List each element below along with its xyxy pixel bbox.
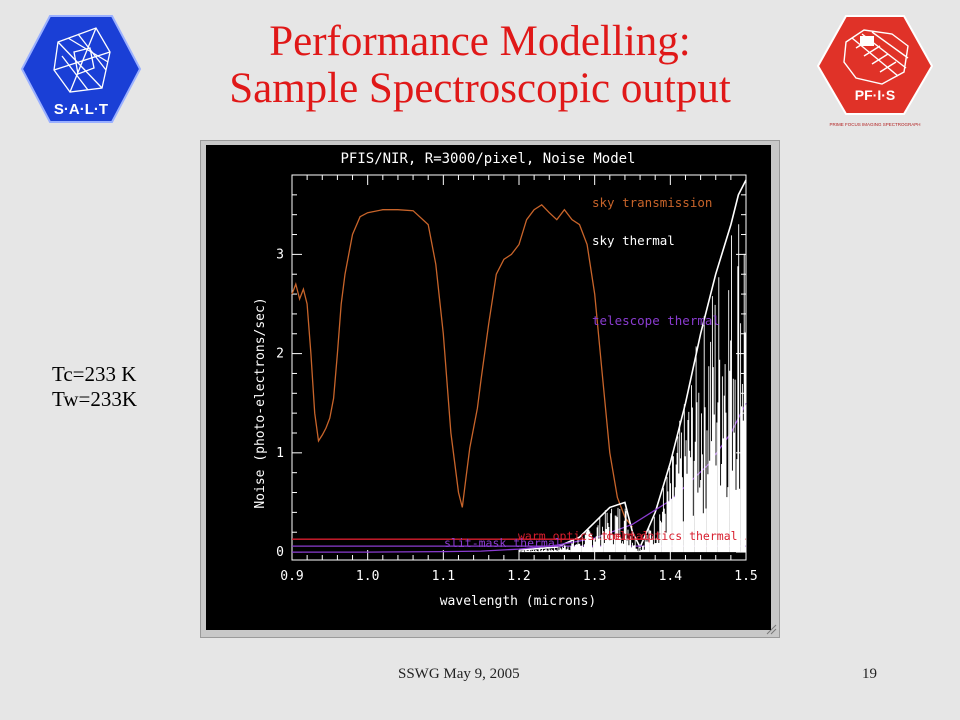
slide-title-line2: Sample Spectroscopic output	[229, 65, 731, 112]
legend-label-2: telescope thermal	[592, 313, 720, 328]
temperature-note: Tc=233 K Tw=233K	[52, 362, 137, 412]
slide-title-line1: Performance Modelling:	[269, 18, 691, 65]
x-tick-label-0: 0.9	[280, 569, 303, 584]
x-tick-label-4: 1.3	[583, 569, 606, 584]
pfis-logo-text: PF·I·S	[855, 87, 895, 103]
salt-logo-text: S·A·L·T	[54, 101, 108, 118]
slide-number: 19	[862, 666, 877, 682]
noise-model-chart: PFIS/NIR, R=3000/pixel, Noise Model wave…	[206, 145, 771, 630]
resize-grip-icon[interactable]	[765, 623, 777, 635]
y-tick-label-2: 2	[276, 347, 284, 362]
tw-value: Tw=233K	[52, 387, 138, 411]
pfis-logo: PF·I·S PRIME FOCUS IMAGING SPECTROGRAPH	[816, 15, 934, 127]
tc-value: Tc=233 K	[52, 362, 137, 386]
y-tick-label-3: 3	[276, 247, 284, 262]
pfis-logo-subtext: PRIME FOCUS IMAGING SPECTROGRAPH	[829, 122, 920, 127]
sky-thermal-emission-lines	[518, 224, 746, 553]
slide-title: Performance Modelling: Sample Spectrosco…	[160, 18, 800, 112]
plot-area: 0.9 1.0 1.1 1.2 1.3 1.4 1.5 0 1 2 3 sky transmissio…	[276, 174, 758, 584]
y-tick-label-1: 1	[276, 446, 284, 461]
legend-label-0: sky transmission	[592, 195, 712, 210]
footer-date: SSWG May 9, 2005	[398, 666, 520, 682]
x-tick-label-6: 1.5	[734, 569, 757, 584]
x-axis-label: wavelength (microns)	[440, 594, 597, 609]
x-tick-label-2: 1.1	[432, 569, 455, 584]
chart-title: PFIS/NIR, R=3000/pixel, Noise Model	[340, 151, 635, 167]
y-axis-label: Noise (photo-electrons/sec)	[253, 297, 268, 508]
annotation-label-0: warm optics thermal	[518, 529, 650, 543]
y-tick-label-0: 0	[276, 545, 284, 560]
series-line-sky-transmission	[291, 203, 634, 528]
x-tick-label-3: 1.2	[507, 569, 530, 584]
annotation-label-2: cold optics thermal	[606, 529, 738, 543]
salt-logo: S·A·L·T	[20, 15, 142, 123]
x-tick-label-1: 1.0	[356, 569, 379, 584]
annotation-label-1: slit-mask thermal	[444, 536, 562, 550]
x-tick-label-5: 1.4	[659, 569, 683, 584]
legend-label-1: sky thermal	[592, 233, 675, 248]
